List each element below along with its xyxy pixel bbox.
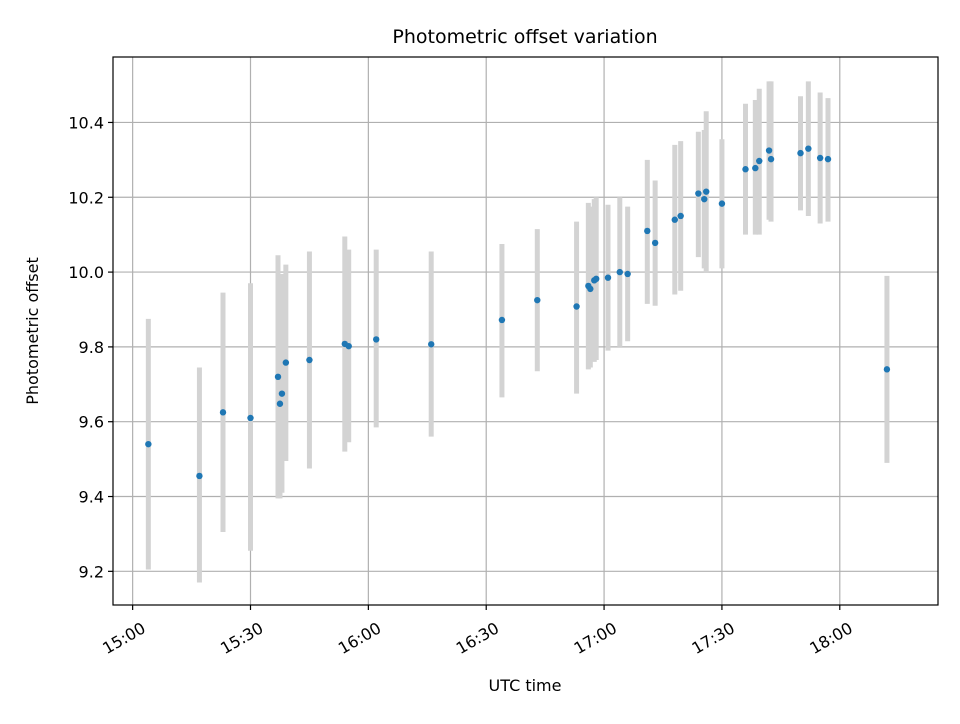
data-point xyxy=(752,164,759,172)
data-point xyxy=(616,268,623,276)
y-tick-label: 9.4 xyxy=(79,488,104,507)
data-point xyxy=(883,366,891,373)
data-point xyxy=(428,341,435,348)
data-point xyxy=(247,414,254,422)
y-tick-label: 10.4 xyxy=(68,113,104,132)
x-axis-label: UTC time xyxy=(489,676,562,695)
y-tick-label: 9.8 xyxy=(79,338,104,357)
data-points xyxy=(145,145,891,480)
data-point xyxy=(219,409,227,416)
data-point xyxy=(196,472,203,480)
data-point xyxy=(767,155,775,163)
data-point xyxy=(756,157,763,165)
y-tick-label: 9.2 xyxy=(79,562,104,581)
data-point xyxy=(677,212,684,220)
chart-title: Photometric offset variation xyxy=(392,26,657,48)
data-point xyxy=(703,188,710,195)
data-point xyxy=(701,195,708,203)
data-point xyxy=(824,155,832,163)
data-point xyxy=(587,285,594,293)
data-point xyxy=(282,359,290,366)
data-point xyxy=(498,316,506,324)
data-point xyxy=(306,356,313,364)
data-point xyxy=(604,274,612,281)
data-point xyxy=(145,440,152,448)
data-point xyxy=(345,342,352,350)
data-point xyxy=(797,149,804,157)
data-point xyxy=(274,373,282,381)
data-point xyxy=(278,390,286,397)
y-tick-label: 10.2 xyxy=(68,188,104,207)
data-point xyxy=(671,216,678,223)
data-point xyxy=(624,270,631,278)
data-point xyxy=(718,200,726,207)
y-tick-label: 10.0 xyxy=(68,263,104,282)
data-point xyxy=(573,303,580,310)
data-point xyxy=(651,239,659,247)
data-point xyxy=(816,154,824,162)
data-point xyxy=(644,227,651,235)
data-point xyxy=(805,145,812,152)
y-axis-label: Photometric offset xyxy=(23,257,42,405)
data-point xyxy=(373,336,380,343)
data-point xyxy=(742,166,749,173)
data-point xyxy=(534,296,541,304)
data-point xyxy=(276,400,284,407)
plot-frame xyxy=(112,56,939,606)
y-tick-label: 9.6 xyxy=(79,413,104,432)
data-point xyxy=(593,275,600,283)
data-point xyxy=(695,190,702,197)
data-point xyxy=(765,147,773,154)
